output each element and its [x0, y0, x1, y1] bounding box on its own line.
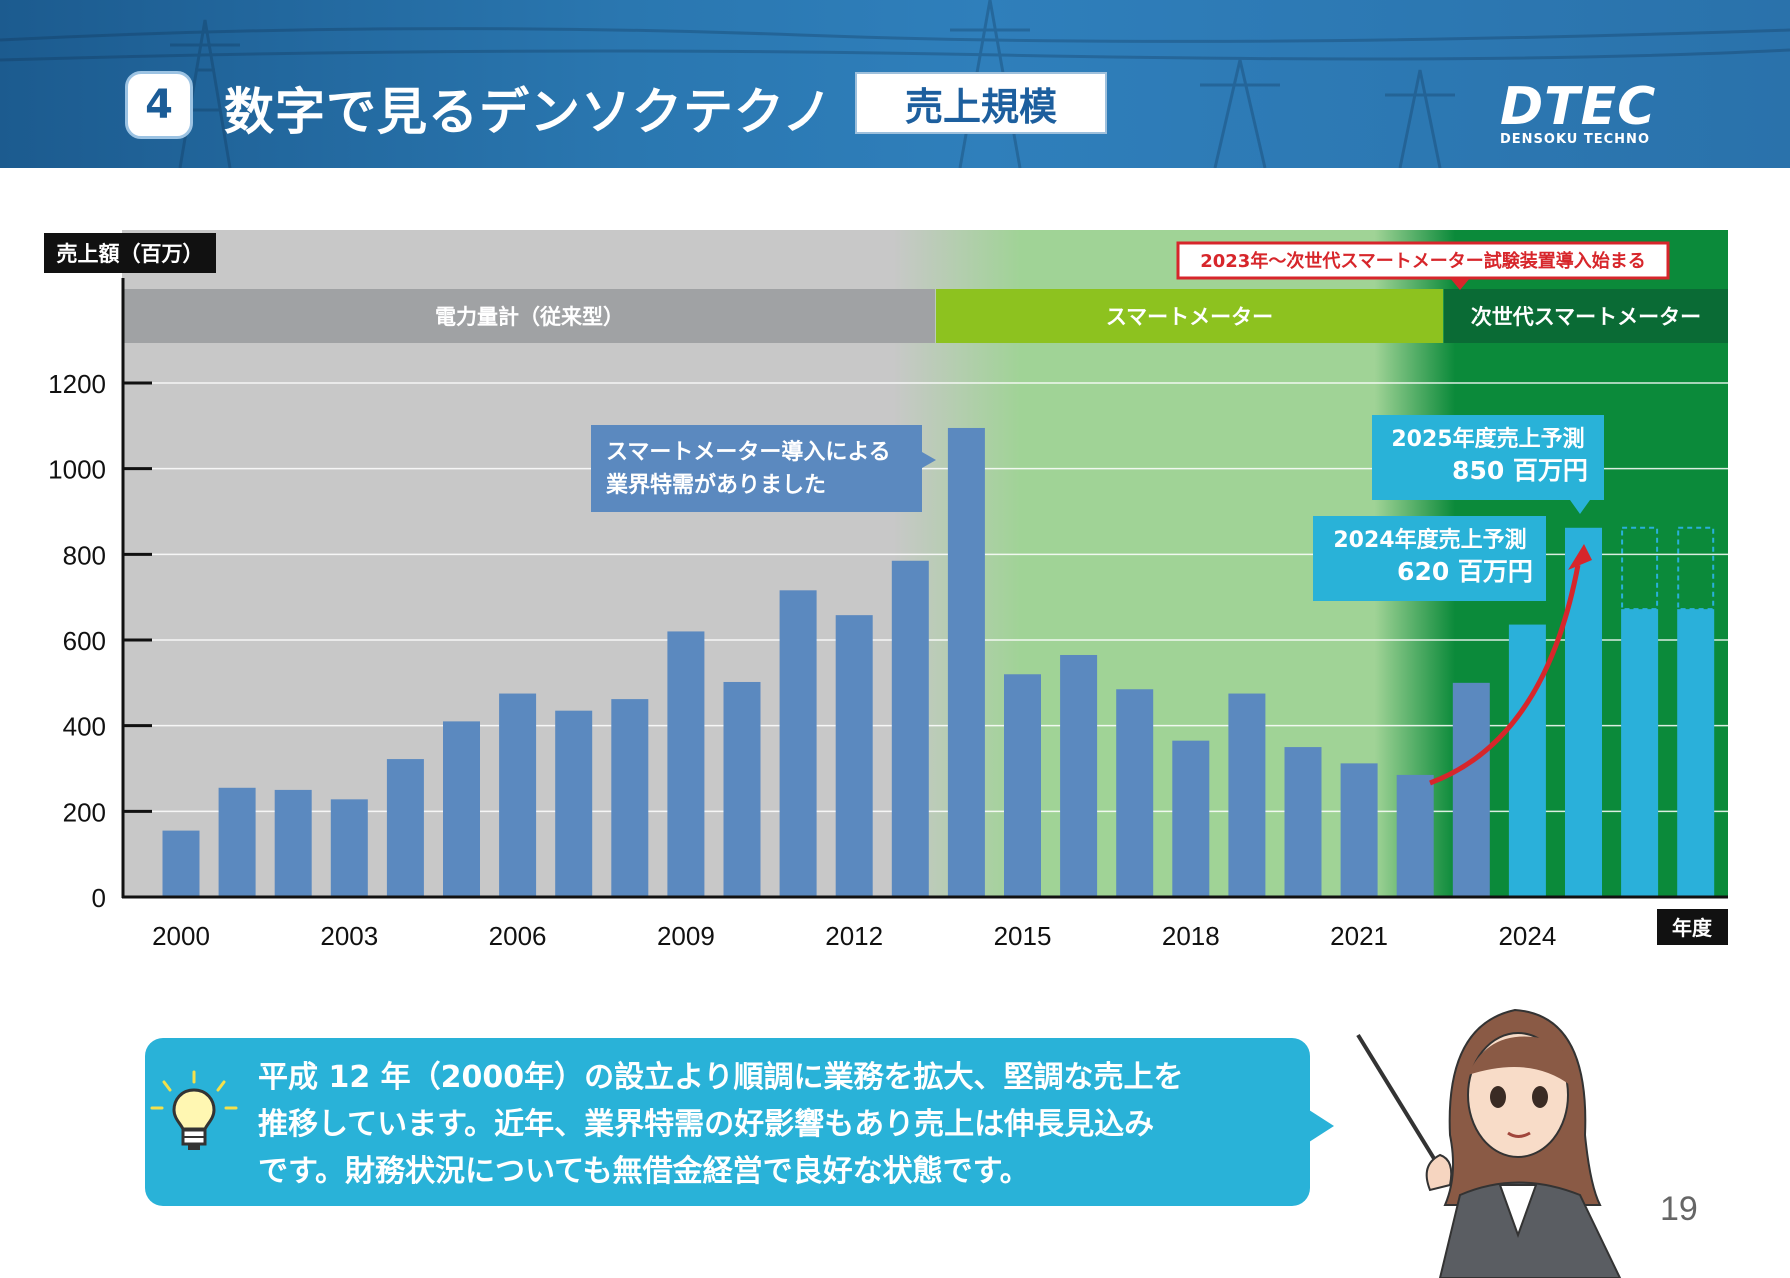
y-tick-label: 200: [63, 797, 106, 827]
x-tick-label: 2012: [825, 921, 883, 951]
bar: [835, 615, 873, 897]
bar: [218, 787, 256, 897]
message-bubble: [145, 1038, 1310, 1206]
x-tick-label: 2006: [489, 921, 547, 951]
forecast-2025-box: [1372, 415, 1604, 500]
message-bubble-tail: [1306, 1108, 1334, 1144]
projected-bar-outline: [1621, 526, 1659, 611]
x-axis-label: 年度: [1672, 916, 1713, 940]
bar: [723, 681, 761, 897]
x-tick-label: 2000: [152, 921, 210, 951]
company-logo: DTEC DENSOKU TECHNO: [1500, 77, 1690, 147]
page-title: 数字で見るデンソクテクノ: [224, 83, 833, 141]
bar: [1508, 624, 1546, 897]
bar: [1060, 654, 1098, 897]
page-number: 19: [1660, 1190, 1698, 1228]
y-tick-label: 600: [63, 626, 106, 656]
y-tick-label: 800: [63, 540, 106, 570]
projected-bar-outline: [1677, 526, 1715, 611]
banner-box: [1176, 241, 1670, 280]
section-tag: 売上規模: [855, 72, 1107, 134]
lightbulb-icon: [150, 1070, 238, 1150]
bar: [1396, 774, 1434, 897]
logo-subtitle: DENSOKU TECHNO: [1500, 132, 1650, 147]
smart-meter-note-pointer: [922, 452, 936, 468]
bar: [667, 631, 705, 897]
smart-meter-note-line2: 業界特需がありました: [606, 472, 826, 498]
bar: [947, 427, 985, 897]
bar: [1284, 747, 1322, 897]
message-line-3: です。財務状況についても無借金経営で良好な状態です。: [258, 1154, 1030, 1189]
growth-arrow-head: [1568, 544, 1592, 570]
bar: [555, 710, 593, 897]
message-line-2: 推移しています。近年、業界特需の好影響もあり売上は伸長見込み: [258, 1107, 1155, 1142]
y-axis-label-box: [44, 233, 216, 273]
era-band: [124, 289, 935, 343]
forecast-2024-line1: 2024年度売上予測: [1333, 527, 1526, 553]
y-tick-label: 0: [92, 883, 106, 913]
y-axis-label: 売上額（百万）: [57, 242, 204, 266]
presenter-illustration-icon: [1356, 1008, 1622, 1278]
era-band-label: 電力量計（従来型）: [435, 305, 624, 329]
bar: [891, 560, 929, 897]
section-number-badge: 4: [125, 71, 193, 139]
x-tick-label: 2003: [320, 921, 378, 951]
y-tick-label: 1200: [48, 369, 106, 399]
bar: [611, 699, 649, 897]
y-tick-label: 400: [63, 712, 106, 742]
bar: [274, 789, 312, 897]
bar: [330, 799, 368, 897]
banner-pointer: [1450, 278, 1470, 290]
bar: [1452, 682, 1490, 897]
logo-wordmark: DTEC: [1500, 77, 1657, 137]
era-band-label: スマートメーター: [1106, 305, 1273, 329]
forecast-2025-pointer: [1570, 500, 1590, 514]
era-band: [1444, 289, 1728, 343]
bar: [779, 590, 817, 897]
era-band-label: 次世代スマートメーター: [1471, 305, 1701, 329]
era-band: [936, 289, 1443, 343]
x-tick-label: 2024: [1498, 921, 1556, 951]
message-text: 平成 12 年（2000年）の設立より順調に業務を拡大、堅調な売上を 推移してい…: [258, 1054, 1298, 1195]
bar: [162, 830, 200, 897]
smart-meter-note-line1: スマートメーター導入による: [606, 439, 891, 465]
forecast-2024-box: [1313, 516, 1546, 601]
bar: [386, 759, 424, 897]
bar: [1004, 674, 1041, 897]
x-tick-label: 2015: [994, 921, 1052, 951]
forecast-2025-line2: 850 百万円: [1452, 456, 1588, 485]
message-line-1: 平成 12 年（2000年）の設立より順調に業務を拡大、堅調な売上を: [258, 1060, 1184, 1095]
header-banner: 4 数字で見るデンソクテクノ 売上規模 DTEC DENSOKU TECHNO: [0, 0, 1790, 168]
bar: [1116, 689, 1154, 897]
bar: [1621, 609, 1659, 897]
forecast-2025-line1: 2025年度売上予測: [1391, 426, 1584, 452]
bar: [1677, 609, 1715, 897]
y-tick-label: 1000: [48, 455, 106, 485]
bar: [1340, 763, 1378, 897]
x-tick-label: 2009: [657, 921, 715, 951]
bar: [443, 721, 480, 897]
bar: [1172, 740, 1210, 897]
x-tick-label: 2018: [1162, 921, 1220, 951]
x-axis-label-box: [1657, 909, 1728, 945]
forecast-2024-line2: 620 百万円: [1397, 557, 1533, 586]
smart-meter-note-box: [591, 425, 922, 512]
growth-arrow: [1429, 564, 1581, 786]
banner-text: 2023年〜次世代スマートメーター試験装置導入始まる: [1200, 250, 1646, 272]
bar: [1228, 693, 1266, 897]
sales-bar-chart: 電力量計（従来型） スマートメーター 次世代スマートメーター 0 200 400 600 8…: [44, 230, 1728, 951]
bar: [1565, 527, 1602, 897]
x-tick-label: 2021: [1330, 921, 1388, 951]
bar: [499, 693, 537, 897]
